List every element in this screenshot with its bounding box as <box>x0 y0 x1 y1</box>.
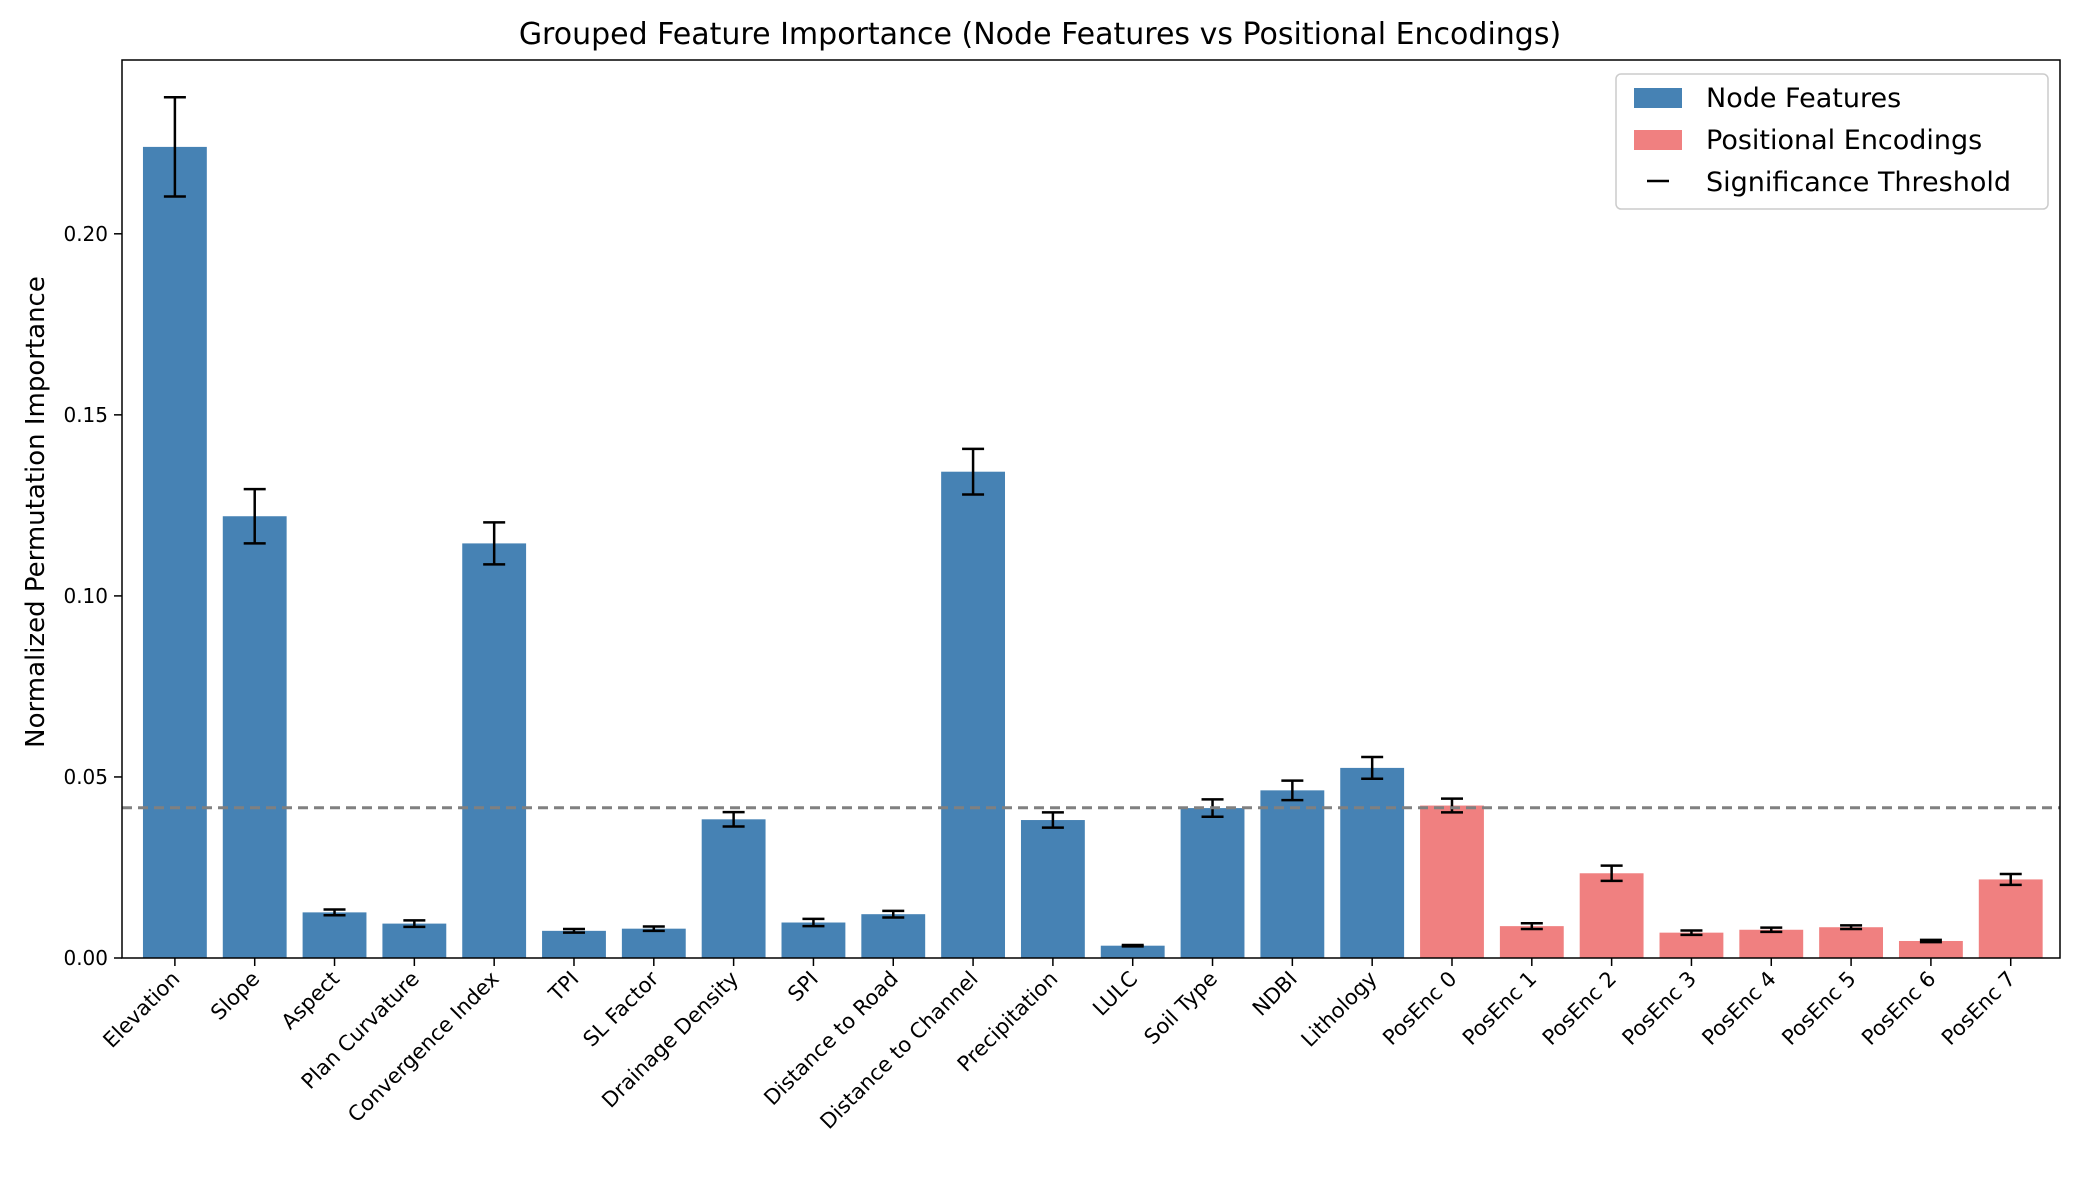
error-bar <box>1999 872 2022 887</box>
error-bar <box>722 810 745 828</box>
legend-label-significance-threshold: Significance Threshold <box>1706 167 2011 198</box>
error-bar <box>1520 921 1543 931</box>
bar-posenc-3 <box>1659 932 1724 958</box>
bar-distance-to-channel <box>941 471 1006 958</box>
bar-posenc-4 <box>1739 929 1804 958</box>
error-bar <box>1361 755 1384 781</box>
error-bar <box>1919 938 1942 944</box>
bar-convergence-index <box>462 543 527 958</box>
bar-ndbi <box>1260 790 1325 958</box>
error-bar <box>562 927 585 934</box>
error-bar <box>1121 943 1144 948</box>
bar-aspect <box>302 912 367 958</box>
bar-sl-factor <box>621 928 686 958</box>
bar-tpi <box>542 930 606 958</box>
bar-drainage-density <box>701 819 766 958</box>
x-tick-label: Slope <box>206 967 264 1025</box>
x-tick-label: SL Factor <box>578 966 663 1051</box>
x-tick-label: PosEnc 5 <box>1777 967 1860 1050</box>
bar-spi <box>781 922 846 958</box>
x-tick-label: SPI <box>783 967 823 1007</box>
error-bar <box>323 908 346 917</box>
x-tick-label: PosEnc 1 <box>1458 967 1541 1050</box>
legend-swatch-positional-encodings <box>1634 130 1682 150</box>
error-bar <box>962 447 985 496</box>
bar-lithology <box>1340 767 1405 958</box>
bar-slope <box>222 516 287 958</box>
error-bar <box>1041 811 1064 829</box>
bar-posenc-7 <box>1978 879 2043 958</box>
bar-soil-type <box>1180 808 1245 958</box>
legend-label-positional-encodings: Positional Encodings <box>1706 125 1982 156</box>
x-tick-label: Elevation <box>98 967 184 1053</box>
error-bars-layer <box>163 96 2022 948</box>
y-axis: 0.00 0.05 0.10 0.15 0.20 <box>63 222 122 970</box>
error-bar <box>403 919 426 929</box>
x-tick-label: Distance to Channel <box>815 967 982 1134</box>
x-tick-label: PosEnc 3 <box>1618 967 1701 1050</box>
legend-label-node-features: Node Features <box>1706 83 1901 114</box>
bar-posenc-0 <box>1420 805 1484 958</box>
x-tick-label: TPI <box>543 967 583 1007</box>
error-bar <box>163 96 186 198</box>
bar-posenc-1 <box>1499 926 1564 958</box>
bar-posenc-5 <box>1819 927 1884 958</box>
x-tick-label: PosEnc 7 <box>1937 967 2020 1050</box>
y-tick-label: 0.20 <box>63 222 108 246</box>
bar-precipitation <box>1020 820 1085 958</box>
y-tick-label: 0.00 <box>63 946 108 970</box>
legend: Node Features Positional Encodings Signi… <box>1615 73 2049 210</box>
bars-layer <box>142 146 2043 959</box>
legend-box <box>1615 73 2049 210</box>
x-tick-label: PosEnc 4 <box>1697 967 1780 1050</box>
error-bar <box>243 487 266 545</box>
x-tick-label: PosEnc 0 <box>1378 967 1461 1050</box>
chart-title: Grouped Feature Importance (Node Feature… <box>519 17 1561 52</box>
x-tick-label: Lithology <box>1297 967 1382 1052</box>
error-bar <box>1281 779 1304 802</box>
error-bar <box>642 925 665 933</box>
error-bar <box>1840 924 1863 931</box>
x-tick-label: LULC <box>1088 967 1142 1021</box>
error-bar <box>882 909 905 919</box>
x-tick-label: PosEnc 2 <box>1538 967 1621 1050</box>
x-tick-label: Aspect <box>277 967 344 1034</box>
y-tick-label: 0.05 <box>63 765 108 789</box>
x-tick-label: NDBI <box>1248 967 1302 1021</box>
bar-lulc <box>1100 945 1165 958</box>
x-tick-label: Distance to Road <box>759 967 903 1111</box>
error-bar <box>802 917 825 928</box>
bar-posenc-2 <box>1579 873 1644 958</box>
bar-elevation <box>142 146 207 959</box>
error-bar <box>1600 864 1623 883</box>
y-tick-label: 0.10 <box>63 584 108 608</box>
bar-distance-to-road <box>861 914 926 958</box>
legend-swatch-node-features <box>1634 88 1682 108</box>
x-tick-label: Drainage Density <box>597 967 743 1113</box>
y-tick-label: 0.15 <box>63 403 108 427</box>
error-bar <box>483 521 506 566</box>
plot-frame <box>121 59 2061 959</box>
y-axis-label: Normalized Permutation Importance <box>21 276 51 748</box>
x-tick-label: Convergence Index <box>343 967 503 1127</box>
error-bar <box>1440 797 1463 814</box>
error-bar <box>1760 926 1783 934</box>
bar-plan-curvature <box>382 923 447 958</box>
error-bar <box>1680 929 1703 937</box>
x-tick-label: PosEnc 6 <box>1857 967 1940 1050</box>
bar-posenc-6 <box>1898 940 1963 958</box>
x-tick-label: Soil Type <box>1140 967 1223 1050</box>
